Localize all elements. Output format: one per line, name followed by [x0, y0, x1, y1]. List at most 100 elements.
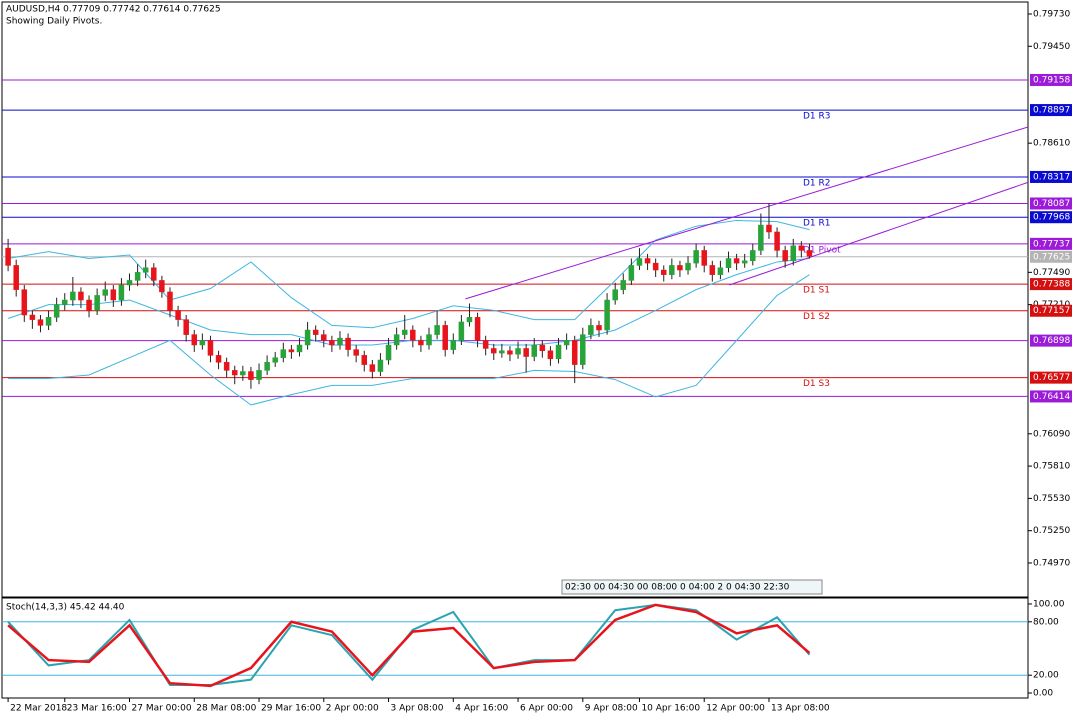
- candle-body: [774, 231, 780, 251]
- level-label: D1 S3: [803, 379, 830, 389]
- candle-body: [677, 265, 683, 271]
- candle-body: [102, 289, 108, 296]
- level-value: 0.78317: [1033, 172, 1070, 182]
- candle-body: [78, 291, 84, 301]
- candle-body: [393, 334, 400, 346]
- level-label-box: [1030, 304, 1072, 317]
- level-label-box: [1030, 197, 1072, 210]
- level-value: 0.76898: [1033, 336, 1070, 346]
- y-tick-label: 0.75250: [1033, 526, 1070, 536]
- candle-body: [29, 314, 36, 320]
- candle-body: [377, 359, 384, 372]
- candle-body: [426, 334, 432, 346]
- level-value: 0.76414: [1033, 392, 1070, 402]
- x-tick-label: 4 Apr 16:00: [455, 704, 508, 714]
- candle-body: [725, 258, 732, 268]
- candle-body: [790, 245, 797, 262]
- level-label-box: [1030, 371, 1072, 384]
- candle-body: [126, 280, 133, 286]
- x-tick-label: 9 Apr 08:00: [585, 704, 638, 714]
- x-tick-label: 13 Apr 08:00: [771, 704, 830, 714]
- y-tick-label: 0.77490: [1033, 268, 1070, 278]
- candle-body: [304, 329, 311, 346]
- stoch-tick-label: 0.00: [1033, 689, 1053, 699]
- candle-body: [353, 349, 359, 356]
- candle-body: [191, 334, 198, 346]
- candle-body: [321, 334, 327, 341]
- candle-body: [167, 291, 173, 311]
- candle-body: [434, 325, 440, 335]
- stoch-title: Stoch(14,3,3) 45.42 44.40: [6, 603, 125, 613]
- candle-body: [644, 258, 651, 264]
- time-strip: 02:30 00 04:30 00 08:00 0 04:00 2 0 04:3…: [565, 583, 790, 593]
- candle-body: [272, 357, 278, 363]
- level-value: 0.79158: [1033, 75, 1070, 85]
- x-tick-label: 23 Mar 16:00: [67, 704, 127, 714]
- candle-body: [53, 304, 60, 318]
- stoch-frame: [1, 597, 1029, 699]
- candle-body: [215, 355, 222, 363]
- candle-body: [652, 262, 659, 271]
- candle-body: [523, 348, 529, 357]
- candle-body: [223, 362, 230, 371]
- level-label: D1 S1: [803, 286, 830, 296]
- candle-body: [369, 364, 376, 372]
- x-tick-label: 12 Apr 00:00: [706, 704, 765, 714]
- level-value: 0.77625: [1033, 252, 1070, 262]
- candle-body: [474, 317, 481, 341]
- candle-body: [717, 267, 724, 275]
- candle-body: [539, 344, 546, 352]
- candle-body: [482, 340, 489, 349]
- candle-body: [199, 340, 206, 346]
- candle-body: [361, 355, 368, 365]
- candle-body: [685, 262, 691, 271]
- candle-body: [798, 245, 805, 251]
- level-label-box: [1030, 237, 1072, 250]
- bollinger-band: [8, 274, 810, 406]
- stoch-plot: [2, 603, 1028, 688]
- stoch-tick-label: 100.00: [1033, 599, 1065, 609]
- candle-body: [620, 280, 627, 290]
- level-label-box: [1030, 73, 1072, 86]
- axes: 0.797300.794500.786100.774900.772100.760…: [7, 9, 1072, 714]
- candle-body: [612, 289, 618, 301]
- x-tick-label: 28 Mar 08:00: [196, 704, 256, 714]
- pivot-note: Showing Daily Pivots.: [6, 17, 102, 27]
- candle-body: [175, 310, 181, 320]
- candle-body: [782, 250, 788, 262]
- stoch-line: [7, 603, 811, 686]
- candle-body: [248, 371, 254, 380]
- y-tick-label: 0.75530: [1033, 494, 1070, 504]
- level-value: 0.77157: [1033, 306, 1070, 316]
- candle-body: [507, 350, 513, 355]
- candle-body: [288, 349, 295, 353]
- bollinger-band: [7, 258, 810, 346]
- candle-body: [110, 289, 117, 301]
- x-tick-label: 27 Mar 00:00: [132, 704, 192, 714]
- level-value: 0.76577: [1033, 373, 1070, 383]
- candle-body: [94, 295, 100, 311]
- level-label: D1 R2: [803, 178, 831, 188]
- level-label-box: [1030, 211, 1072, 224]
- candle-body: [183, 319, 189, 335]
- candle-body: [636, 258, 643, 266]
- x-tick-label: 3 Apr 08:00: [391, 704, 444, 714]
- candle-body: [418, 340, 424, 346]
- candle-body: [628, 265, 635, 281]
- candle-body: [596, 325, 602, 331]
- candle-body: [151, 267, 157, 281]
- stoch-tick-label: 80.00: [1033, 617, 1059, 627]
- candle-body: [296, 344, 303, 353]
- candle-body: [345, 337, 351, 350]
- candle-body: [37, 319, 44, 326]
- candle-body: [580, 334, 586, 365]
- level-label-box: [1030, 170, 1072, 183]
- x-tick-label: 10 Apr 16:00: [641, 704, 700, 714]
- candle-body: [669, 265, 675, 275]
- candle-body: [555, 344, 562, 360]
- level-label-box: [1030, 334, 1072, 347]
- candle-body: [45, 317, 52, 326]
- level-label-box: [1030, 104, 1072, 117]
- main-plot: D1 R3 D1 R2 D1 R1 D1 Pivot D1 S1 D1 S2 D1 S3: [2, 79, 1028, 406]
